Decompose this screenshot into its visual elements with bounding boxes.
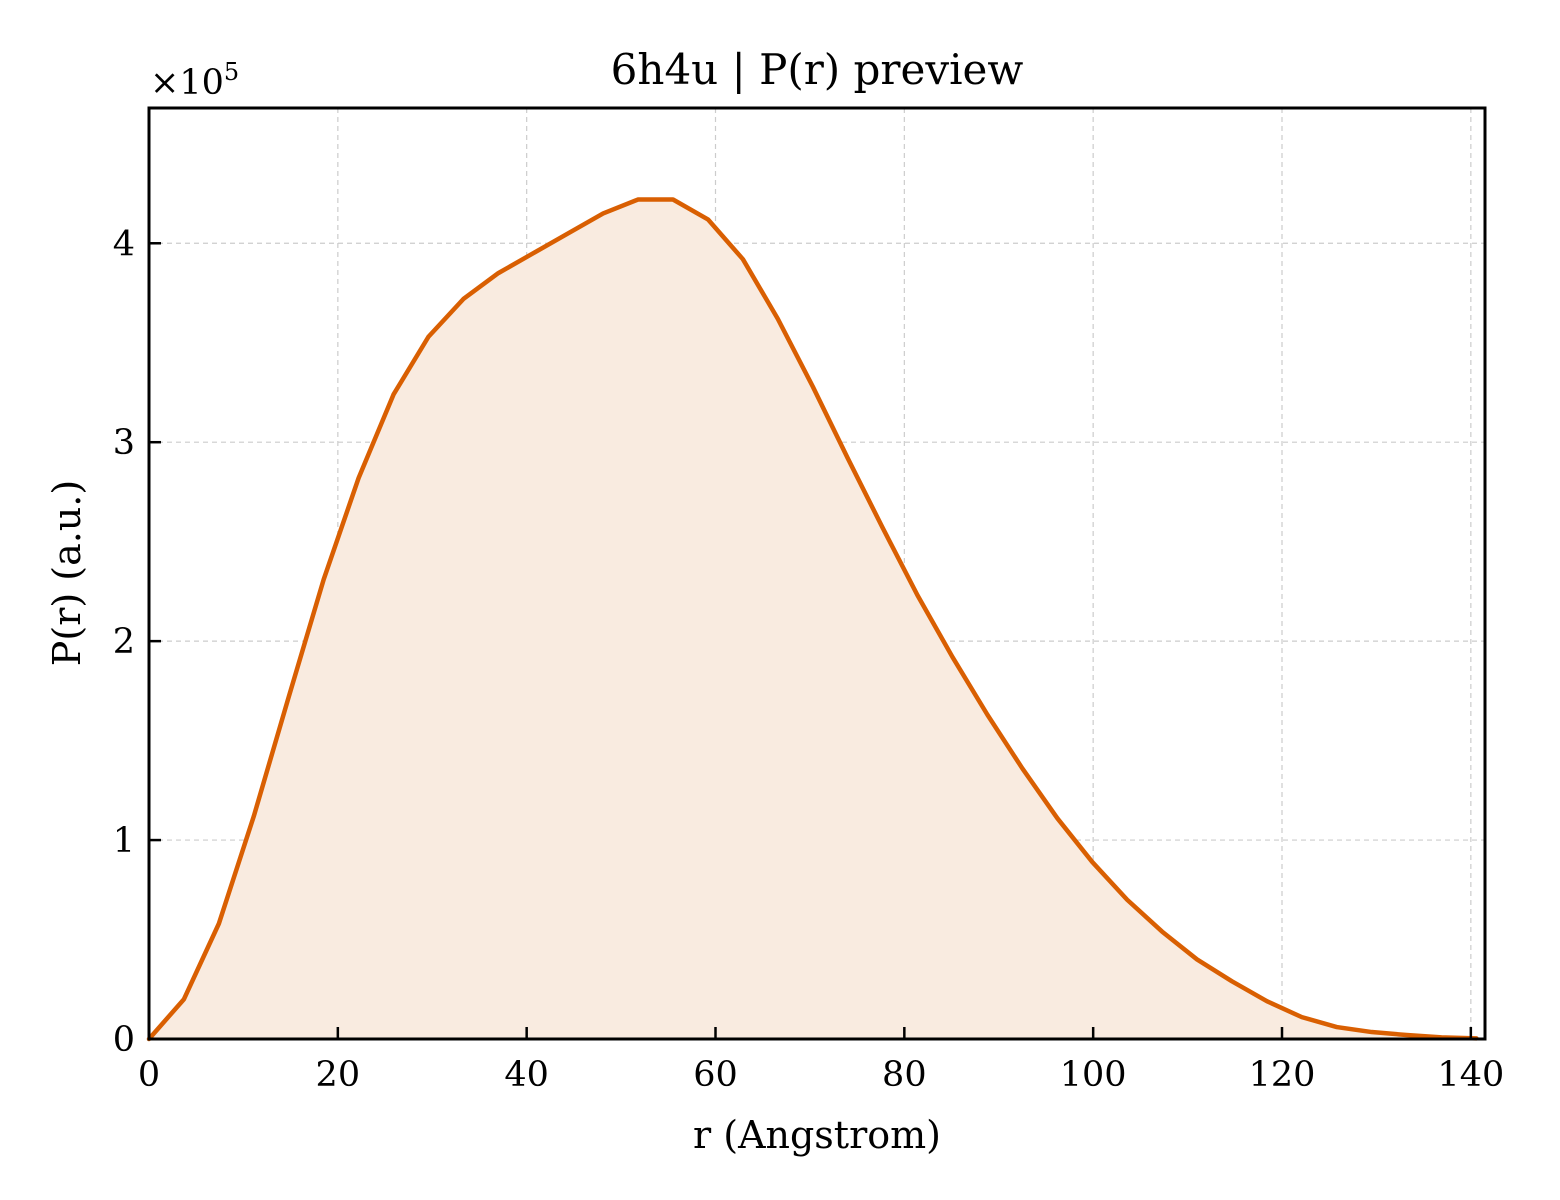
x-tick-label: 20: [316, 1055, 361, 1095]
chart-title: 6h4u | P(r) preview: [611, 45, 1024, 94]
x-tick-label: 40: [504, 1055, 549, 1095]
x-tick-label: 120: [1249, 1055, 1316, 1095]
y-tick-label: 4: [113, 224, 135, 264]
x-axis-label: r (Angstrom): [693, 1113, 941, 1157]
series-area-fill: [149, 199, 1477, 1039]
x-tick-label: 0: [138, 1055, 160, 1095]
y-offset-exponent: 5: [224, 58, 239, 86]
y-offset-base: ×10: [150, 63, 224, 103]
x-tick-label: 80: [882, 1055, 927, 1095]
y-tick-label: 3: [113, 423, 135, 463]
y-tick-label: 0: [113, 1020, 135, 1060]
series-line: [146, 197, 1479, 1042]
x-tick-label: 100: [1060, 1055, 1127, 1095]
y-tick-label: 1: [113, 821, 135, 861]
y-axis-offset-label: ×105: [150, 58, 239, 103]
x-tick-label: 140: [1437, 1055, 1504, 1095]
y-tick-label: 2: [113, 622, 135, 662]
tick-labels: 0 20 40 60 80 100 120 140 0 1 2 3 4: [113, 224, 1505, 1095]
x-tick-label: 60: [693, 1055, 738, 1095]
plot-frame: [147, 106, 1487, 1041]
y-axis-label: P(r) (a.u.): [45, 480, 89, 666]
